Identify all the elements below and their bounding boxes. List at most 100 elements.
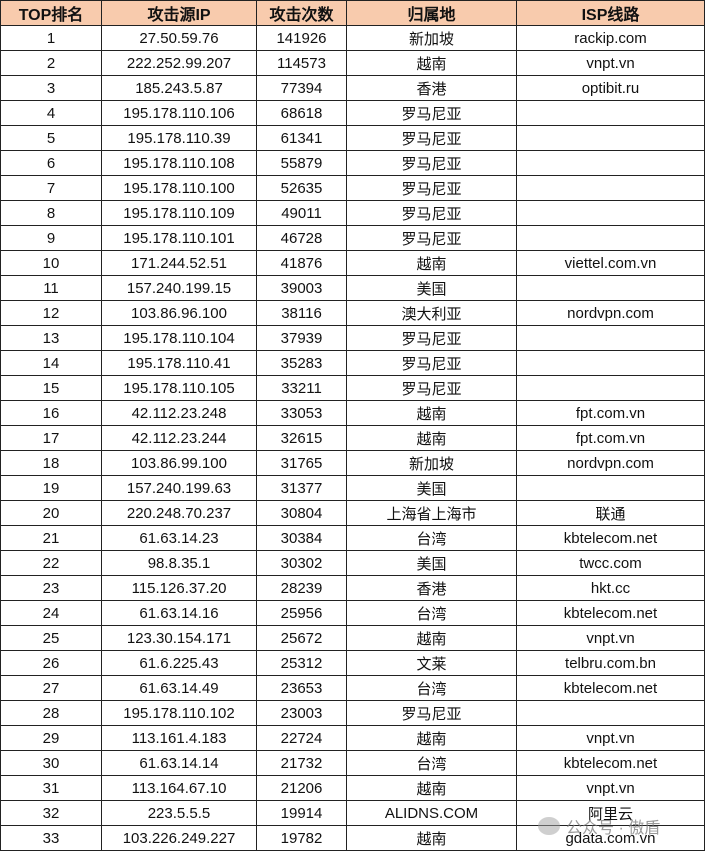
table-cell: 28	[0, 700, 102, 726]
table-cell: 42.112.23.244	[101, 425, 257, 451]
table-cell: 98.8.35.1	[101, 550, 257, 576]
table-cell: kbtelecom.net	[516, 750, 705, 776]
table-cell: 195.178.110.108	[101, 150, 257, 176]
table-row: 16 42.112.23.248 33053 越南 fpt.com.vn	[0, 400, 705, 426]
table-cell: 5	[0, 125, 102, 151]
table-cell: 罗马尼亚	[346, 700, 517, 726]
table-cell: hkt.cc	[516, 575, 705, 601]
table-cell: 61.6.225.43	[101, 650, 257, 676]
table-cell: 195.178.110.109	[101, 200, 257, 226]
table-cell: 罗马尼亚	[346, 375, 517, 401]
table-cell: 37939	[256, 325, 347, 351]
table-cell: 越南	[346, 825, 517, 851]
table-row: 8 195.178.110.109 49011 罗马尼亚	[0, 200, 705, 226]
table-cell: vnpt.vn	[516, 725, 705, 751]
table-row: 24 61.63.14.16 25956 台湾 kbtelecom.net	[0, 600, 705, 626]
table-cell: 罗马尼亚	[346, 325, 517, 351]
table-cell: 18	[0, 450, 102, 476]
table-cell: 195.178.110.101	[101, 225, 257, 251]
table-cell: 185.243.5.87	[101, 75, 257, 101]
table-cell: 8	[0, 200, 102, 226]
table-cell: 罗马尼亚	[346, 200, 517, 226]
table-cell: 罗马尼亚	[346, 125, 517, 151]
table-cell: 新加坡	[346, 25, 517, 51]
table-cell: 113.161.4.183	[101, 725, 257, 751]
table-row: 31 113.164.67.10 21206 越南 vnpt.vn	[0, 775, 705, 801]
watermark-text: 公众号 · 傲盾	[566, 820, 661, 837]
table-row: 27 61.63.14.49 23653 台湾 kbtelecom.net	[0, 675, 705, 701]
table-cell: 越南	[346, 775, 517, 801]
table-cell: 罗马尼亚	[346, 225, 517, 251]
table-cell: 39003	[256, 275, 347, 301]
table-row: 21 61.63.14.23 30384 台湾 kbtelecom.net	[0, 525, 705, 551]
table-cell: 16	[0, 400, 102, 426]
table-cell: 联通	[516, 500, 705, 526]
table-cell: 61.63.14.23	[101, 525, 257, 551]
table-cell: 7	[0, 175, 102, 201]
table-row: 30 61.63.14.14 21732 台湾 kbtelecom.net	[0, 750, 705, 776]
table-cell: 68618	[256, 100, 347, 126]
table-cell: 113.164.67.10	[101, 775, 257, 801]
table-cell: 香港	[346, 75, 517, 101]
table-cell: vnpt.vn	[516, 625, 705, 651]
table-cell	[516, 700, 705, 726]
table-cell: 33	[0, 825, 102, 851]
table-cell: 38116	[256, 300, 347, 326]
table-cell	[516, 100, 705, 126]
table-cell: 12	[0, 300, 102, 326]
table-cell: 6	[0, 150, 102, 176]
table-cell: 22724	[256, 725, 347, 751]
table-row: 11 157.240.199.15 39003 美国	[0, 275, 705, 301]
table-cell: 29	[0, 725, 102, 751]
table-cell: 157.240.199.15	[101, 275, 257, 301]
table-cell: 195.178.110.102	[101, 700, 257, 726]
table-row: 3 185.243.5.87 77394 香港 optibit.ru	[0, 75, 705, 101]
table-cell: 61.63.14.16	[101, 600, 257, 626]
table-cell: vnpt.vn	[516, 775, 705, 801]
table-cell	[516, 200, 705, 226]
table-cell: 26	[0, 650, 102, 676]
table-cell: rackip.com	[516, 25, 705, 51]
table-row: 4 195.178.110.106 68618 罗马尼亚	[0, 100, 705, 126]
table-cell: ALIDNS.COM	[346, 800, 517, 826]
table-cell	[516, 350, 705, 376]
table-cell: 141926	[256, 25, 347, 51]
table-cell: 25	[0, 625, 102, 651]
table-row: 29 113.161.4.183 22724 越南 vnpt.vn	[0, 725, 705, 751]
table-row: 9 195.178.110.101 46728 罗马尼亚	[0, 225, 705, 251]
table-cell: 32	[0, 800, 102, 826]
table-cell: kbtelecom.net	[516, 600, 705, 626]
table-cell: nordvpn.com	[516, 450, 705, 476]
table-row: 2 222.252.99.207 114573 越南 vnpt.vn	[0, 50, 705, 76]
table-cell: 22	[0, 550, 102, 576]
table-row: 7 195.178.110.100 52635 罗马尼亚	[0, 175, 705, 201]
table-cell: 30	[0, 750, 102, 776]
table-row: 22 98.8.35.1 30302 美国 twcc.com	[0, 550, 705, 576]
table-cell: 52635	[256, 175, 347, 201]
table-row: 1 27.50.59.76 141926 新加坡 rackip.com	[0, 25, 705, 51]
header-row: TOP排名 攻击源IP 攻击次数 归属地 ISP线路	[0, 0, 705, 26]
table-cell: 195.178.110.39	[101, 125, 257, 151]
table-row: 17 42.112.23.244 32615 越南 fpt.com.vn	[0, 425, 705, 451]
table-cell: 77394	[256, 75, 347, 101]
table-cell: 30804	[256, 500, 347, 526]
table-row: 18 103.86.99.100 31765 新加坡 nordvpn.com	[0, 450, 705, 476]
table-cell: 15	[0, 375, 102, 401]
table-cell: 24	[0, 600, 102, 626]
table-cell: 19914	[256, 800, 347, 826]
table-row: 25 123.30.154.171 25672 越南 vnpt.vn	[0, 625, 705, 651]
table-row: 12 103.86.96.100 38116 澳大利亚 nordvpn.com	[0, 300, 705, 326]
table-cell: 台湾	[346, 600, 517, 626]
table-cell: 195.178.110.105	[101, 375, 257, 401]
table-cell: 罗马尼亚	[346, 150, 517, 176]
table-cell: nordvpn.com	[516, 300, 705, 326]
table-cell: 55879	[256, 150, 347, 176]
table-cell: 33211	[256, 375, 347, 401]
table-cell: 2	[0, 50, 102, 76]
table-cell: 222.252.99.207	[101, 50, 257, 76]
table-cell: 美国	[346, 550, 517, 576]
table-cell: 美国	[346, 475, 517, 501]
table-cell: 上海省上海市	[346, 500, 517, 526]
table-cell: 171.244.52.51	[101, 250, 257, 276]
table-cell: 223.5.5.5	[101, 800, 257, 826]
